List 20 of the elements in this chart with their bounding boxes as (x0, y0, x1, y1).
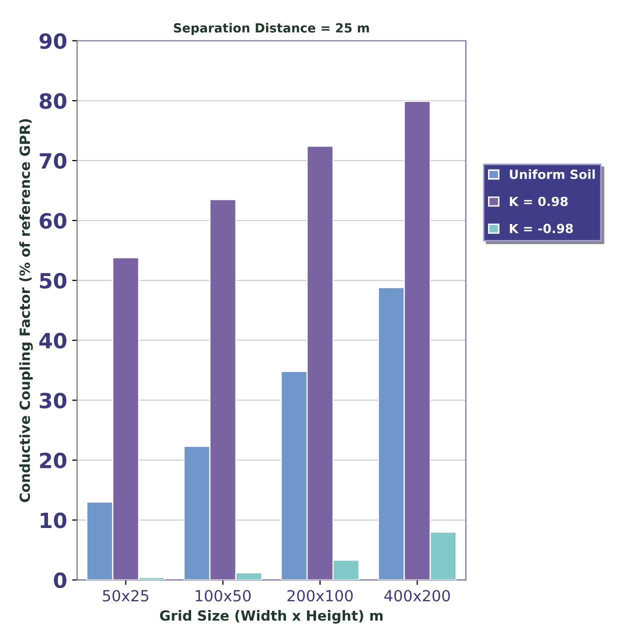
y-tick-label: 50 (40, 272, 66, 289)
x-tick-label: 100x50 (196, 590, 251, 602)
legend-label: Uniform Soil (510, 169, 595, 180)
y-tick-label: 80 (40, 93, 66, 109)
x-tick-label: 400x200 (384, 590, 450, 602)
y-tick-label: 10 (40, 512, 66, 528)
y-tick-label: 90 (39, 33, 66, 49)
y-tick-label: 30 (40, 392, 66, 408)
y-axis-title: Conductive Coupling Factor (% of reference GPR) (19, 119, 33, 502)
legend-label: K = 0.98 (510, 196, 568, 206)
y-tick-label: 40 (39, 332, 66, 349)
y-tick-label: 0 (54, 572, 66, 588)
y-tick-label: 60 (40, 212, 66, 229)
y-tick-label: 70 (40, 153, 66, 169)
x-axis-title: Grid Size (Width x Height) m (160, 610, 383, 624)
x-tick-label: 200x100 (288, 590, 353, 602)
legend-label: K = -0.98 (510, 224, 573, 234)
y-tick-label: 20 (40, 452, 66, 468)
chart-title: Separation Distance = 25 m (174, 22, 369, 36)
x-tick-label: 50x25 (102, 590, 148, 602)
